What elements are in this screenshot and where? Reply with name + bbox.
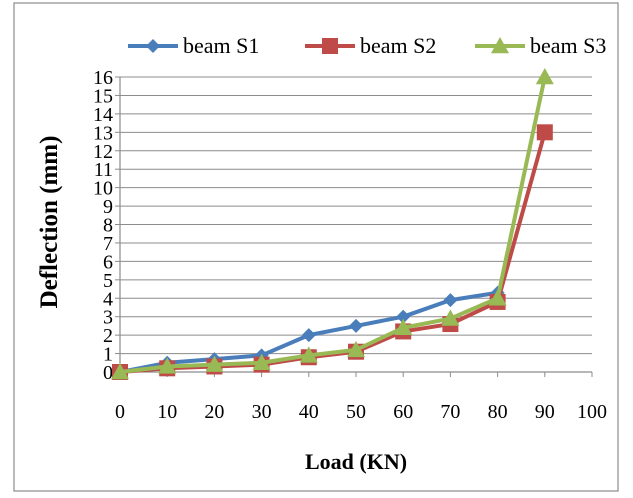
y-tick-label: 10 — [93, 178, 113, 200]
x-tick-label: 90 — [535, 401, 555, 423]
y-axis-title: Deflection (mm) — [36, 136, 63, 309]
y-tick-label: 4 — [103, 288, 113, 310]
legend-marker — [491, 37, 509, 54]
data-point — [488, 289, 507, 306]
y-tick-label: 14 — [93, 104, 113, 126]
y-tick-label: 6 — [103, 251, 113, 273]
x-tick-label: 100 — [577, 401, 607, 423]
legend-label: beam S3 — [530, 33, 606, 58]
x-tick-label: 80 — [488, 401, 508, 423]
data-point — [205, 355, 224, 372]
y-tick-label: 7 — [103, 233, 113, 255]
x-tick-label: 10 — [157, 401, 177, 423]
data-point — [158, 357, 177, 374]
y-tick-label: 13 — [93, 122, 113, 144]
data-point — [394, 318, 413, 335]
x-tick-label: 60 — [393, 401, 413, 423]
data-point — [347, 340, 365, 358]
y-tick-label: 5 — [103, 270, 113, 292]
x-axis-title: Load (KN) — [305, 449, 407, 474]
series-3 — [111, 68, 554, 380]
x-tick-label: 30 — [252, 401, 272, 423]
y-tick-label: 11 — [94, 159, 113, 181]
x-tick-label: 40 — [299, 401, 319, 423]
y-tick-label: 15 — [93, 85, 113, 107]
legend-marker — [146, 39, 160, 53]
y-tick-label: 2 — [103, 325, 113, 347]
legend-label: beam S2 — [360, 33, 436, 58]
y-tick-label: 9 — [103, 196, 113, 218]
data-point — [441, 309, 460, 326]
y-tick-label: 8 — [103, 215, 113, 237]
data-point — [536, 124, 553, 141]
y-tick-label: 3 — [103, 307, 113, 329]
x-tick-label: 50 — [346, 401, 366, 423]
data-point — [111, 363, 129, 380]
data-point — [252, 353, 271, 370]
legend-marker — [322, 38, 338, 54]
legend-item: beam S2 — [305, 33, 436, 58]
data-point — [301, 328, 316, 343]
legend-item: beam S1 — [128, 33, 259, 58]
series-line — [119, 76, 547, 374]
y-tick-label: 1 — [103, 344, 113, 366]
data-point — [396, 309, 411, 324]
x-tick-label: 0 — [115, 401, 125, 423]
data-point — [443, 293, 458, 308]
series-layer — [111, 68, 554, 380]
x-tick-labels: 0 10 20 30 40 50 60 70 80 90 100 — [115, 401, 607, 423]
x-tick-label: 70 — [440, 401, 460, 423]
y-tick-label: 12 — [93, 141, 113, 163]
y-tick-label: 0 — [103, 362, 113, 384]
data-point — [299, 346, 318, 363]
data-point — [535, 68, 554, 85]
x-tick-label: 20 — [204, 401, 224, 423]
data-point — [349, 318, 363, 333]
chart-border — [13, 2, 619, 492]
y-tick-label: 16 — [93, 67, 113, 89]
legend-item: beam S3 — [475, 33, 606, 58]
legend: beam S1 beam S2 beam S3 — [128, 33, 606, 58]
legend-label: beam S1 — [183, 33, 259, 58]
